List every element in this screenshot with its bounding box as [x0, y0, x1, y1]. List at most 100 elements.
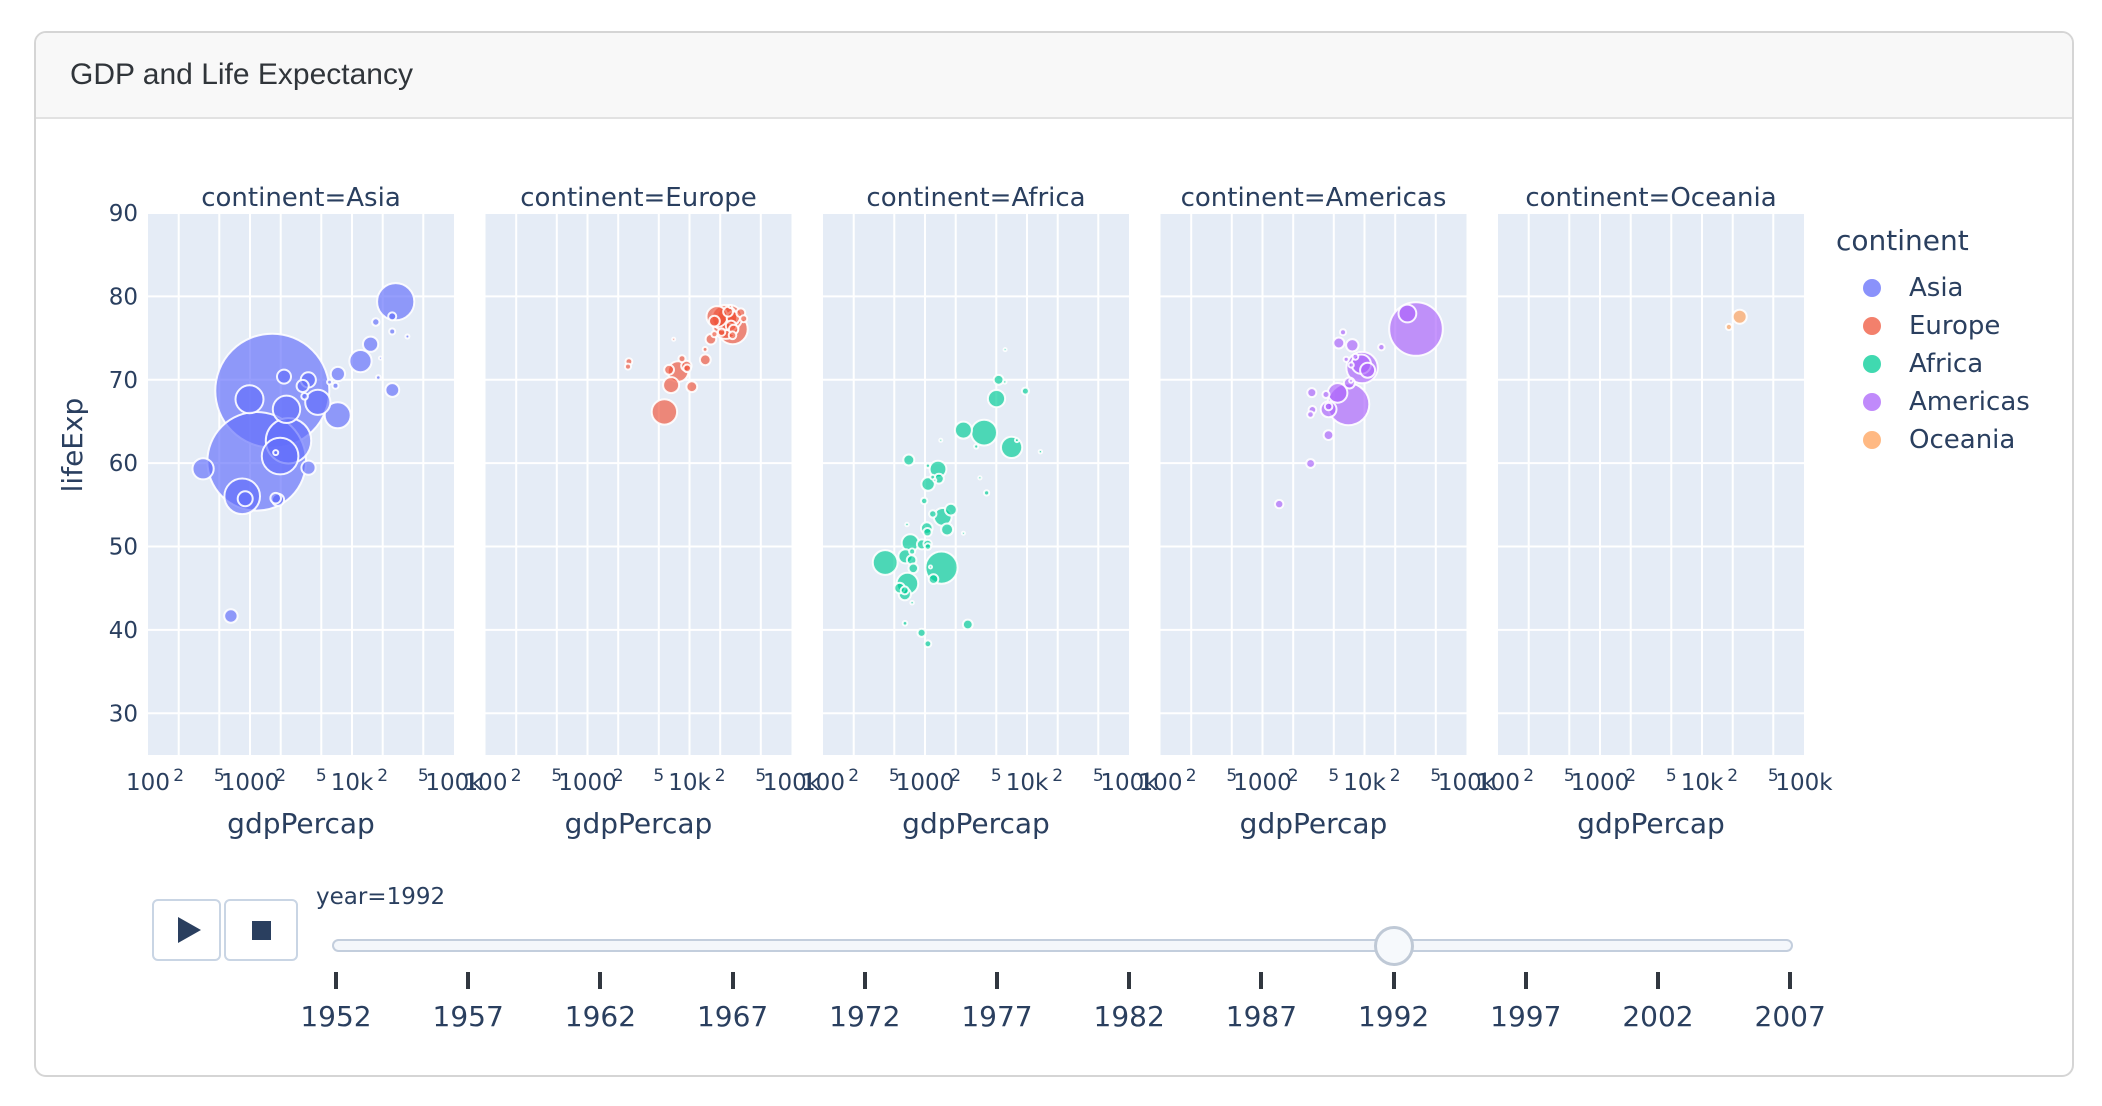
- bubble-libya[interactable]: Libya: [1020, 386, 1030, 396]
- bubble-niger[interactable]: Niger: [907, 562, 920, 575]
- legend-item-europe[interactable]: Europe: [1836, 307, 2030, 345]
- bubble-egypt[interactable]: Egypt: [970, 418, 998, 447]
- bubble-costa-rica[interactable]: Costa Rica: [1339, 328, 1347, 337]
- bubble-malaysia[interactable]: Malaysia: [329, 365, 346, 383]
- bubble-swaziland[interactable]: Swaziland: [977, 475, 983, 481]
- bubble-uruguay[interactable]: Uruguay: [1351, 352, 1360, 361]
- bubble-slovenia[interactable]: Slovenia: [701, 346, 709, 353]
- bubble-namibia[interactable]: Namibia: [973, 443, 980, 450]
- bubble-west-bank-and-gaza[interactable]: West Bank and Gaza: [326, 378, 333, 386]
- bubble-haiti[interactable]: Haiti: [1274, 498, 1285, 510]
- slider-tick-label-2007[interactable]: 2007: [1754, 1000, 1826, 1033]
- slider-tick-label-1987[interactable]: 1987: [1225, 1000, 1298, 1033]
- stop-button[interactable]: [224, 899, 298, 961]
- bubble-philippines[interactable]: Philippines: [271, 394, 302, 424]
- bubble-turkey[interactable]: Turkey: [650, 398, 679, 426]
- bubble-liberia[interactable]: Liberia: [901, 620, 909, 627]
- slider-tick-label-2002[interactable]: 2002: [1622, 1000, 1694, 1033]
- bubble-romania[interactable]: Romania: [662, 376, 681, 395]
- bubble-lebanon[interactable]: Lebanon: [331, 381, 340, 390]
- bubble-ghana[interactable]: Ghana: [920, 476, 936, 492]
- bubble-pakistan[interactable]: Pakistan: [260, 436, 300, 476]
- bubble-ireland[interactable]: Ireland: [710, 330, 719, 339]
- bubble-cuba[interactable]: Cuba: [1332, 336, 1346, 350]
- bubble-zimbabwe[interactable]: Zimbabwe: [902, 453, 916, 467]
- bubble-benin[interactable]: Benin: [928, 509, 938, 519]
- bubble-gambia[interactable]: Gambia: [904, 521, 910, 528]
- bubble-finland[interactable]: Finland: [716, 327, 727, 337]
- bubble-montenegro[interactable]: Montenegro: [671, 336, 677, 342]
- slider-tick-label-1967[interactable]: 1967: [696, 1000, 769, 1033]
- bubble-slovak-republic[interactable]: Slovak Republic: [682, 363, 693, 374]
- bubble-sri-lanka[interactable]: Sri Lanka: [276, 368, 292, 385]
- bubble-iran[interactable]: Iran: [323, 401, 352, 430]
- slider-tick-label-1962[interactable]: 1962: [564, 1000, 637, 1033]
- bubble-korea-rep[interactable]: Korea, Rep.: [348, 349, 373, 374]
- bubble-eritrea[interactable]: Eritrea: [923, 542, 933, 551]
- bubble-togo[interactable]: Togo: [920, 496, 929, 506]
- bubble-nicaragua[interactable]: Nicaragua: [1306, 410, 1315, 419]
- legend-item-africa[interactable]: Africa: [1836, 345, 2030, 383]
- bubble-bolivia[interactable]: Bolivia: [1305, 458, 1316, 469]
- bubble-sao-tome-and-principe[interactable]: Sao Tome and Principe: [938, 437, 944, 443]
- bubble-puerto-rico[interactable]: Puerto Rico: [1377, 343, 1386, 352]
- bubble-equatorial-guinea[interactable]: Equatorial Guinea: [928, 564, 933, 570]
- play-button[interactable]: [152, 899, 221, 961]
- bubble-bahrain[interactable]: Bahrain: [378, 355, 383, 361]
- bubble-thailand[interactable]: Thailand: [304, 388, 332, 416]
- bubble-afghanistan[interactable]: Afghanistan: [223, 608, 239, 624]
- bubble-ethiopia[interactable]: Ethiopia: [871, 549, 899, 576]
- bubble-mongolia[interactable]: Mongolia: [272, 449, 280, 457]
- bubble-central-african-republic[interactable]: Central African Republic: [908, 547, 917, 556]
- bubble-canada[interactable]: Canada: [1397, 303, 1418, 324]
- bubble-botswana[interactable]: Botswana: [1014, 437, 1020, 444]
- bubble-cameroon[interactable]: Cameroon: [944, 502, 958, 517]
- slider-tick-label-1972[interactable]: 1972: [829, 1000, 901, 1033]
- bubble-chad[interactable]: Chad: [922, 527, 933, 538]
- bubble-venezuela[interactable]: Venezuela: [1359, 361, 1377, 379]
- bubble-guinea-bissau[interactable]: Guinea-Bissau: [909, 600, 915, 606]
- bubble-gabon[interactable]: Gabon: [1037, 449, 1044, 455]
- bubble-sierra-leone[interactable]: Sierra Leone: [923, 639, 933, 649]
- bubble-australia[interactable]: Australia: [1731, 308, 1748, 325]
- legend-item-americas[interactable]: Americas: [1836, 383, 2030, 421]
- bubble-burundi[interactable]: Burundi: [899, 585, 910, 596]
- bubble-nepal[interactable]: Nepal: [236, 490, 254, 508]
- bubble-iceland[interactable]: Iceland: [727, 304, 733, 310]
- bubble-trinidad-and-tobago[interactable]: Trinidad and Tobago: [1348, 378, 1354, 384]
- bubble-algeria[interactable]: Algeria: [986, 389, 1007, 409]
- bubble-israel[interactable]: Israel: [371, 317, 381, 327]
- slider-handle[interactable]: [1373, 926, 1414, 966]
- bubble-reunion[interactable]: Reunion: [1002, 347, 1008, 353]
- bubble-croatia[interactable]: Croatia: [677, 354, 687, 364]
- bubble-czech-republic[interactable]: Czech Republic: [698, 353, 712, 367]
- slider-tick-label-1997[interactable]: 1997: [1490, 1000, 1562, 1033]
- bubble-tunisia[interactable]: Tunisia: [992, 373, 1005, 386]
- bubble-morocco[interactable]: Morocco: [953, 420, 973, 440]
- bubble-mauritius[interactable]: Mauritius: [1002, 379, 1008, 385]
- slider-tick-label-1957[interactable]: 1957: [432, 1000, 504, 1033]
- bubble-guatemala[interactable]: Guatemala: [1322, 429, 1335, 442]
- bubble-jordan[interactable]: Jordan: [300, 392, 309, 401]
- bubble-singapore[interactable]: Singapore: [388, 327, 397, 336]
- bubble-chile[interactable]: Chile: [1345, 338, 1360, 353]
- bubble-angola[interactable]: Angola: [961, 618, 974, 631]
- bubble-norway[interactable]: Norway: [739, 314, 749, 324]
- bubble-el-salvador[interactable]: El Salvador: [1323, 401, 1334, 412]
- slider-track[interactable]: [332, 939, 1793, 952]
- bubble-hong-kong-china[interactable]: Hong Kong, China: [387, 311, 398, 322]
- bubble-syria[interactable]: Syria: [295, 378, 310, 394]
- bubble-vietnam[interactable]: Vietnam: [234, 384, 265, 415]
- bubble-jamaica[interactable]: Jamaica: [1347, 361, 1355, 369]
- bubble-albania[interactable]: Albania: [624, 362, 632, 371]
- bubble-kuwait[interactable]: Kuwait: [404, 333, 411, 340]
- slider-tick-label-1977[interactable]: 1977: [961, 1000, 1033, 1033]
- bubble-comoros[interactable]: Comoros: [932, 477, 938, 483]
- bubble-zambia[interactable]: Zambia: [927, 573, 940, 585]
- bubble-hungary[interactable]: Hungary: [685, 380, 699, 394]
- bubble-saudi-arabia[interactable]: Saudi Arabia: [384, 382, 401, 398]
- slider-tick-label-1952[interactable]: 1952: [300, 1000, 372, 1033]
- bubble-denmark[interactable]: Denmark: [727, 330, 738, 341]
- bubble-japan[interactable]: Japan: [376, 282, 416, 322]
- bubble-paraguay[interactable]: Paraguay: [1321, 390, 1331, 399]
